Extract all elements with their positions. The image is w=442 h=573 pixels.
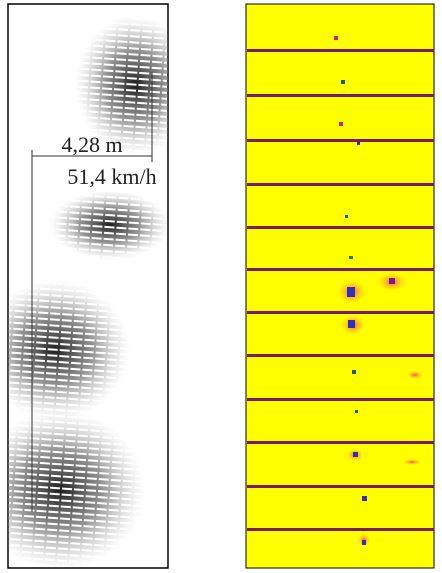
separator bbox=[247, 49, 434, 52]
measure-lines bbox=[31, 72, 153, 512]
dot bbox=[355, 410, 358, 413]
separator bbox=[247, 441, 434, 444]
separator bbox=[247, 226, 434, 229]
dot bbox=[362, 540, 366, 545]
blob bbox=[407, 371, 423, 379]
separator bbox=[247, 94, 434, 97]
separator bbox=[247, 183, 434, 186]
blob bbox=[50, 190, 170, 260]
dot bbox=[347, 287, 355, 297]
blob bbox=[75, 15, 195, 155]
dot bbox=[389, 278, 395, 284]
distance-label: 4,28 m bbox=[61, 132, 122, 157]
separator bbox=[247, 268, 434, 271]
dot bbox=[352, 370, 356, 374]
gray-panel: 4,28 m 51,4 km/h bbox=[0, 3, 195, 570]
dot bbox=[339, 122, 343, 126]
separator bbox=[247, 311, 434, 314]
color-blobs bbox=[334, 36, 423, 546]
blob bbox=[403, 459, 421, 465]
dot bbox=[357, 142, 360, 145]
dot bbox=[341, 80, 345, 84]
dot bbox=[334, 36, 338, 40]
dot bbox=[353, 452, 358, 457]
separator bbox=[247, 485, 434, 488]
color-panel bbox=[245, 3, 435, 569]
blob bbox=[0, 410, 145, 570]
dot bbox=[362, 496, 367, 501]
separator-lines bbox=[247, 49, 434, 531]
separator bbox=[247, 354, 434, 357]
speed-label: 51,4 km/h bbox=[67, 164, 156, 189]
separator bbox=[247, 398, 434, 401]
dot bbox=[349, 256, 353, 259]
dot bbox=[348, 320, 355, 328]
separator bbox=[247, 528, 434, 531]
dot bbox=[345, 215, 348, 218]
separator bbox=[247, 139, 434, 142]
